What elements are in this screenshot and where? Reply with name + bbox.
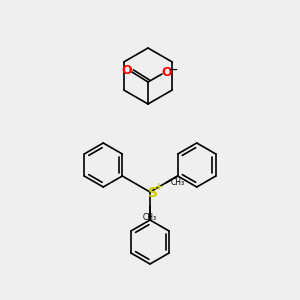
Text: CH₃: CH₃ [143, 213, 157, 222]
Text: S: S [148, 186, 158, 200]
Text: O: O [122, 64, 132, 77]
Text: +: + [155, 182, 163, 192]
Text: CH₃: CH₃ [171, 178, 185, 188]
Text: −: − [169, 65, 179, 75]
Text: O: O [162, 67, 172, 80]
